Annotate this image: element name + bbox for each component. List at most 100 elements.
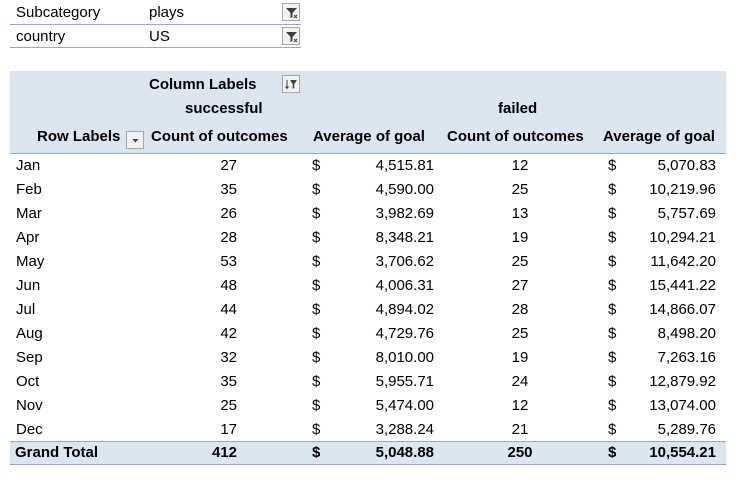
table-row: Mar 26 $3,982.69 13 $5,757.69 [10,202,726,226]
failed-avg-cell: 5,757.69 [657,205,716,222]
currency-symbol: $ [608,325,617,342]
table-row: Sep 32 $8,010.00 19 $7,263.16 [10,346,726,370]
currency-symbol: $ [312,277,321,294]
success-count-cell: 26 [220,205,237,222]
grand-total-band [10,442,726,464]
success-count-cell: 48 [220,277,237,294]
currency-symbol: $ [312,229,321,246]
currency-symbol: $ [608,277,617,294]
success-count-cell: 28 [220,229,237,246]
currency-symbol: $ [608,181,617,198]
group-header-successful: successful [185,100,263,117]
currency-symbol: $ [608,421,617,438]
success-avg-cell: 3,288.24 [375,421,434,438]
failed-avg-cell: 7,263.16 [657,349,716,366]
row-label: Mar [16,205,42,222]
success-avg-cell: 4,006.31 [375,277,434,294]
success-avg-cell: 3,706.62 [375,253,434,270]
table-row: Feb 35 $4,590.00 25 $10,219.96 [10,178,726,202]
failed-avg-cell: 8,498.20 [657,325,716,342]
filter-field-label: country [16,28,66,45]
row-label: May [16,253,45,270]
failed-count-cell: 13 [511,205,529,222]
table-row: Jul 44 $4,894.02 28 $14,866.07 [10,298,726,322]
row-label: Sep [16,349,43,366]
row-label: Apr [16,229,40,246]
grand-total-failed-avg: 10,554.21 [649,444,716,461]
success-count-cell: 42 [220,325,237,342]
filter-value: plays [149,4,185,21]
row-labels-header: Row Labels [37,128,121,145]
row-label: Jul [16,301,36,318]
failed-avg-cell: 12,879.92 [649,373,716,390]
currency-symbol: $ [608,349,617,366]
failed-avg-cell: 5,070.83 [657,157,716,174]
table-row: Apr 28 $8,348.21 19 $10,294.21 [10,226,726,250]
success-avg-cell: 3,982.69 [375,205,434,222]
currency-symbol: $ [312,397,321,414]
failed-avg-cell: 10,294.21 [649,229,716,246]
success-avg-cell: 4,590.00 [375,181,434,198]
success-count-cell: 32 [220,349,237,366]
success-count-cell: 44 [220,301,237,318]
success-count-cell: 35 [220,373,237,390]
currency-symbol: $ [608,397,617,414]
failed-count-cell: 19 [511,229,529,246]
success-avg-cell: 5,955.71 [375,373,434,390]
column-header-avg: Average of goal [313,128,425,145]
currency-symbol: $ [608,301,617,318]
currency-symbol: $ [608,373,617,390]
success-count-cell: 17 [220,421,237,438]
failed-count-cell: 24 [511,373,529,390]
currency-symbol: $ [312,421,321,438]
currency-symbol: $ [312,301,321,318]
currency-symbol: $ [608,157,617,174]
table-row: Nov 25 $5,474.00 12 $13,074.00 [10,394,726,418]
failed-avg-cell: 10,219.96 [649,181,716,198]
currency-symbol: $ [312,349,321,366]
currency-symbol: $ [312,325,321,342]
currency-symbol: $ [312,181,321,198]
row-label: Oct [16,373,40,390]
column-labels-header: Column Labels [149,76,257,93]
success-avg-cell: 8,348.21 [375,229,434,246]
failed-avg-cell: 15,441.22 [649,277,716,294]
grand-total-label: Grand Total [15,444,99,461]
success-avg-cell: 4,729.76 [375,325,434,342]
table-row: Jun 48 $4,006.31 27 $15,441.22 [10,274,726,298]
currency-symbol: $ [312,253,321,270]
grand-total-failed-count: 250 [507,444,533,461]
success-avg-cell: 8,010.00 [375,349,434,366]
column-header-count: Count of outcomes [151,128,288,145]
table-row: Jan 27 $4,515.81 12 $5,070.83 [10,154,726,178]
row-labels-dropdown-button[interactable] [126,131,144,149]
failed-count-cell: 25 [511,325,529,342]
failed-avg-cell: 11,642.20 [650,253,716,270]
filter-dropdown-button[interactable] [282,3,300,21]
currency-symbol: $ [608,205,617,222]
currency-symbol: $ [312,444,321,461]
failed-avg-cell: 5,289.76 [657,421,716,438]
currency-symbol: $ [312,373,321,390]
table-row: Oct 35 $5,955.71 24 $12,879.92 [10,370,726,394]
table-row: Dec 17 $3,288.24 21 $5,289.76 [10,418,726,442]
row-label: Jan [16,157,41,174]
failed-count-cell: 12 [511,397,529,414]
table-row: Aug 42 $4,729.76 25 $8,498.20 [10,322,726,346]
success-count-cell: 27 [220,157,237,174]
filter-value: US [149,28,170,45]
failed-count-cell: 25 [511,181,529,198]
currency-symbol: $ [608,229,617,246]
success-avg-cell: 4,894.02 [375,301,434,318]
success-count-cell: 35 [220,181,237,198]
column-header-count: Count of outcomes [447,128,584,145]
filter-field-label: Subcategory [16,4,101,21]
column-labels-filter-button[interactable] [282,75,300,93]
failed-count-cell: 25 [511,253,529,270]
failed-avg-cell: 13,074.00 [649,397,716,414]
failed-count-cell: 12 [511,157,529,174]
row-label: Aug [16,325,43,342]
failed-count-cell: 27 [511,277,529,294]
filter-dropdown-button[interactable] [282,27,300,45]
grand-total-success-count: 412 [211,444,237,461]
